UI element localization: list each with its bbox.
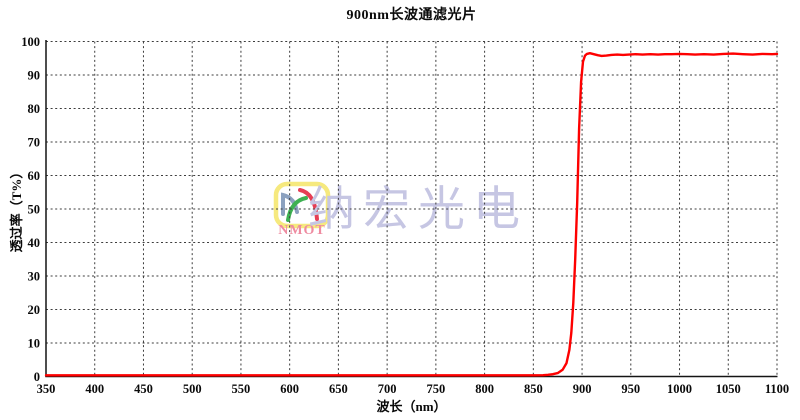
svg-text:900: 900 [573, 382, 592, 396]
svg-text:40: 40 [28, 236, 41, 250]
svg-text:650: 650 [329, 382, 348, 396]
chart-title: 900nm长波通滤光片 [346, 8, 477, 23]
svg-text:20: 20 [28, 303, 41, 317]
svg-text:600: 600 [280, 382, 299, 396]
series-transmittance [44, 52, 779, 377]
svg-text:700: 700 [378, 382, 397, 396]
svg-text:450: 450 [134, 382, 153, 396]
svg-text:30: 30 [28, 270, 41, 284]
svg-text:1100: 1100 [765, 382, 789, 396]
svg-text:100: 100 [21, 35, 40, 49]
svg-text:400: 400 [85, 382, 104, 396]
svg-text:70: 70 [28, 136, 41, 150]
svg-text:950: 950 [621, 382, 640, 396]
svg-text:0: 0 [34, 370, 40, 384]
svg-text:1000: 1000 [667, 382, 692, 396]
x-axis-title: 波长（nm） [376, 399, 447, 414]
svg-text:500: 500 [183, 382, 202, 396]
svg-text:850: 850 [524, 382, 543, 396]
svg-text:1050: 1050 [716, 382, 741, 396]
svg-text:550: 550 [232, 382, 251, 396]
svg-text:350: 350 [37, 382, 56, 396]
svg-text:80: 80 [28, 102, 41, 116]
svg-text:90: 90 [28, 69, 41, 83]
svg-text:60: 60 [28, 169, 41, 183]
svg-text:10: 10 [28, 337, 41, 351]
svg-text:800: 800 [475, 382, 494, 396]
svg-text:50: 50 [28, 203, 41, 217]
svg-text:750: 750 [426, 382, 445, 396]
